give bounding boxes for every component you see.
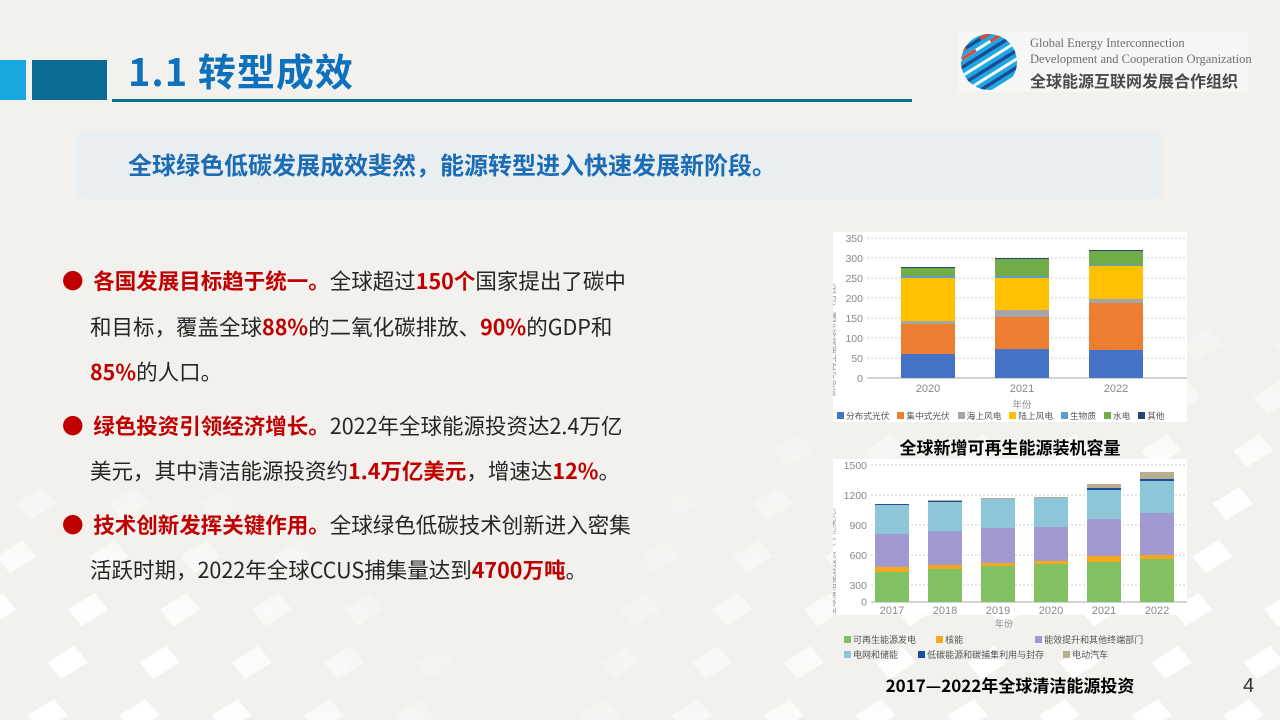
svg-text:350: 350	[845, 233, 863, 245]
svg-text:50: 50	[851, 353, 863, 365]
svg-text:2017: 2017	[880, 605, 904, 615]
svg-text:2019: 2019	[986, 605, 1010, 615]
svg-text:200: 200	[845, 293, 863, 305]
svg-text:2022: 2022	[1104, 383, 1128, 395]
svg-text:2021: 2021	[1092, 605, 1116, 615]
svg-text:250: 250	[845, 273, 863, 285]
svg-text:新增可再生能源装机量（吉瓦）: 新增可再生能源装机量（吉瓦）	[833, 277, 837, 396]
svg-text:2020: 2020	[1039, 605, 1063, 615]
svg-text:300: 300	[845, 253, 863, 265]
svg-text:2021: 2021	[1010, 383, 1034, 395]
svg-text:100: 100	[845, 333, 863, 345]
svg-text:2018: 2018	[933, 605, 957, 615]
svg-text:0: 0	[857, 373, 863, 385]
svg-text:2020: 2020	[916, 383, 940, 395]
svg-text:150: 150	[845, 313, 863, 325]
svg-text:2022: 2022	[1145, 605, 1169, 615]
